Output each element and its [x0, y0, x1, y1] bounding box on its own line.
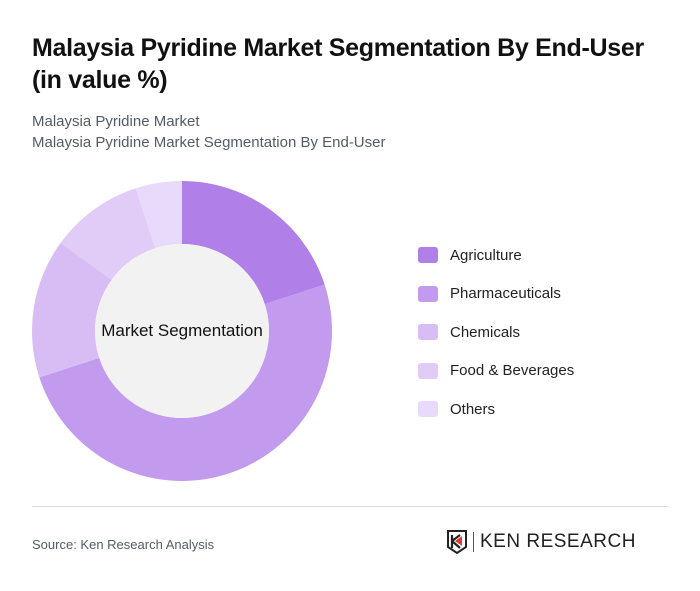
- legend-item-pharmaceuticals: Pharmaceuticals: [418, 284, 574, 304]
- logo-separator: [473, 532, 474, 552]
- subtitle-segmentation: Malaysia Pyridine Market Segmentation By…: [32, 134, 386, 151]
- donut-slice-pharmaceuticals: [39, 284, 332, 481]
- legend-label: Others: [450, 400, 496, 418]
- chart-title: Malaysia Pyridine Market Segmentation By…: [32, 34, 644, 94]
- donut-slice-food-beverages: [60, 188, 156, 280]
- donut-center-label: Market Segmentation: [101, 321, 263, 340]
- logo-text: KEN RESEARCH: [480, 531, 636, 552]
- legend-swatch: [418, 247, 438, 263]
- donut-slice-chemicals: [32, 242, 112, 378]
- ken-research-logo: KEN RESEARCH: [447, 530, 636, 554]
- legend: Agriculture Pharmaceuticals Chemicals Fo…: [418, 245, 574, 438]
- legend-item-food-beverages: Food & Beverages: [418, 361, 574, 381]
- legend-swatch: [418, 285, 438, 302]
- legend-item-others: Others: [418, 399, 574, 419]
- subtitle-market: Malaysia Pyridine Market: [32, 113, 200, 130]
- legend-label: Agriculture: [450, 246, 522, 264]
- legend-item-agriculture: Agriculture: [418, 245, 574, 265]
- legend-label: Pharmaceuticals: [450, 285, 561, 302]
- donut-chart: [32, 181, 332, 481]
- donut-center: [95, 244, 269, 418]
- legend-label: Chemicals: [450, 323, 521, 341]
- donut-slice-others: [135, 181, 182, 249]
- legend-swatch: [418, 401, 438, 417]
- donut-slice-agriculture: [182, 181, 325, 305]
- footer-divider: [32, 506, 668, 507]
- legend-item-chemicals: Chemicals: [418, 322, 574, 342]
- ken-shield-icon: [447, 530, 467, 554]
- legend-label: Food & Beverages: [450, 362, 575, 379]
- legend-swatch: [418, 324, 438, 340]
- source-text: Source: Ken Research Analysis: [32, 537, 215, 552]
- legend-swatch: [418, 362, 438, 379]
